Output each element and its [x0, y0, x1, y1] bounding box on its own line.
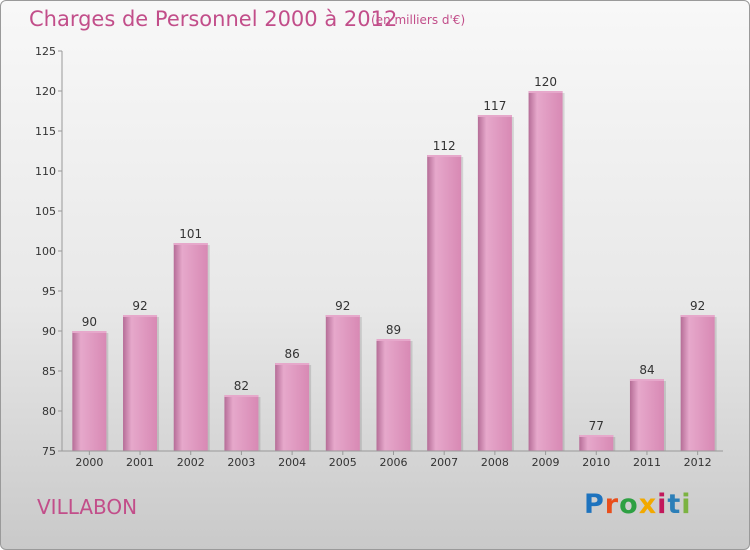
bar-2012[interactable]: [680, 315, 715, 451]
data-label: 120: [534, 75, 557, 89]
data-label: 77: [589, 419, 604, 433]
data-label: 117: [483, 99, 506, 113]
bar-top: [477, 115, 512, 117]
bar-top: [275, 363, 310, 365]
y-tick-label: 90: [42, 325, 56, 338]
data-label: 92: [132, 299, 147, 313]
logo-letter: x: [638, 489, 658, 520]
data-label: 92: [690, 299, 705, 313]
bar-2006[interactable]: [376, 339, 411, 451]
y-tick-label: 85: [42, 365, 56, 378]
bar-2007[interactable]: [427, 155, 462, 451]
x-tick-label: 2004: [278, 456, 306, 469]
data-label: 89: [386, 323, 401, 337]
y-tick-label: 120: [35, 85, 56, 98]
logo-letter: o: [619, 489, 639, 520]
bar-top: [680, 315, 715, 317]
logo-letter: i: [681, 489, 692, 520]
y-tick-label: 125: [35, 45, 56, 58]
x-tick-label: 2006: [380, 456, 408, 469]
bar-2010[interactable]: [579, 435, 614, 451]
x-tick-label: 2001: [126, 456, 154, 469]
x-tick-label: 2010: [582, 456, 610, 469]
x-tick-label: 2012: [684, 456, 712, 469]
logo-letter: t: [667, 489, 682, 520]
bar-2002[interactable]: [173, 243, 208, 451]
x-tick-label: 2000: [75, 456, 103, 469]
data-label: 84: [639, 363, 654, 377]
logo-letter: P: [584, 489, 605, 520]
x-tick-label: 2009: [532, 456, 560, 469]
bar-2004[interactable]: [275, 363, 310, 451]
proxiti-logo[interactable]: Proxiti: [584, 489, 692, 520]
chart-subtitle: (en milliers d'€): [371, 13, 466, 27]
data-label: 90: [82, 315, 97, 329]
bar-top: [629, 379, 664, 381]
x-tick-label: 2005: [329, 456, 357, 469]
bar-2001[interactable]: [123, 315, 158, 451]
x-tick-label: 2008: [481, 456, 509, 469]
logo-letter: i: [657, 489, 668, 520]
logo-letter: r: [604, 489, 620, 520]
bar-top: [325, 315, 360, 317]
bar-2009[interactable]: [528, 91, 563, 451]
y-tick-label: 100: [35, 245, 56, 258]
bar-top: [427, 155, 462, 157]
x-tick-label: 2011: [633, 456, 661, 469]
x-tick-label: 2003: [227, 456, 255, 469]
data-label: 86: [284, 347, 299, 361]
data-label: 82: [234, 379, 249, 393]
y-tick-label: 110: [35, 165, 56, 178]
y-tick-label: 95: [42, 285, 56, 298]
x-tick-label: 2002: [177, 456, 205, 469]
bar-top: [72, 331, 107, 333]
axes-group: 2000 2001 2002 2003 2004 2005 2006 2007 2008 2009…: [35, 45, 723, 469]
y-tick-label: 75: [42, 445, 56, 458]
bar-2008[interactable]: [477, 115, 512, 451]
bar-top: [123, 315, 158, 317]
y-tick-label: 105: [35, 205, 56, 218]
x-tick-label: 2007: [430, 456, 458, 469]
y-tick-label: 115: [35, 125, 56, 138]
chart-title: Charges de Personnel 2000 à 2012: [29, 7, 398, 31]
data-label: 101: [179, 227, 202, 241]
town-name: VILLABON: [37, 495, 138, 519]
bar-2003[interactable]: [224, 395, 259, 451]
bar-2000[interactable]: [72, 331, 107, 451]
bar-2011[interactable]: [629, 379, 664, 451]
bar-top: [528, 91, 563, 93]
bars-group: 90 92 101 82 86 92 89 112 117 120 77 84 92: [72, 75, 717, 451]
bar-2005[interactable]: [325, 315, 360, 451]
bar-top: [224, 395, 259, 397]
y-tick-label: 80: [42, 405, 56, 418]
data-label: 92: [335, 299, 350, 313]
bar-top: [579, 435, 614, 437]
data-label: 112: [433, 139, 456, 153]
bar-top: [376, 339, 411, 341]
bar-top: [173, 243, 208, 245]
